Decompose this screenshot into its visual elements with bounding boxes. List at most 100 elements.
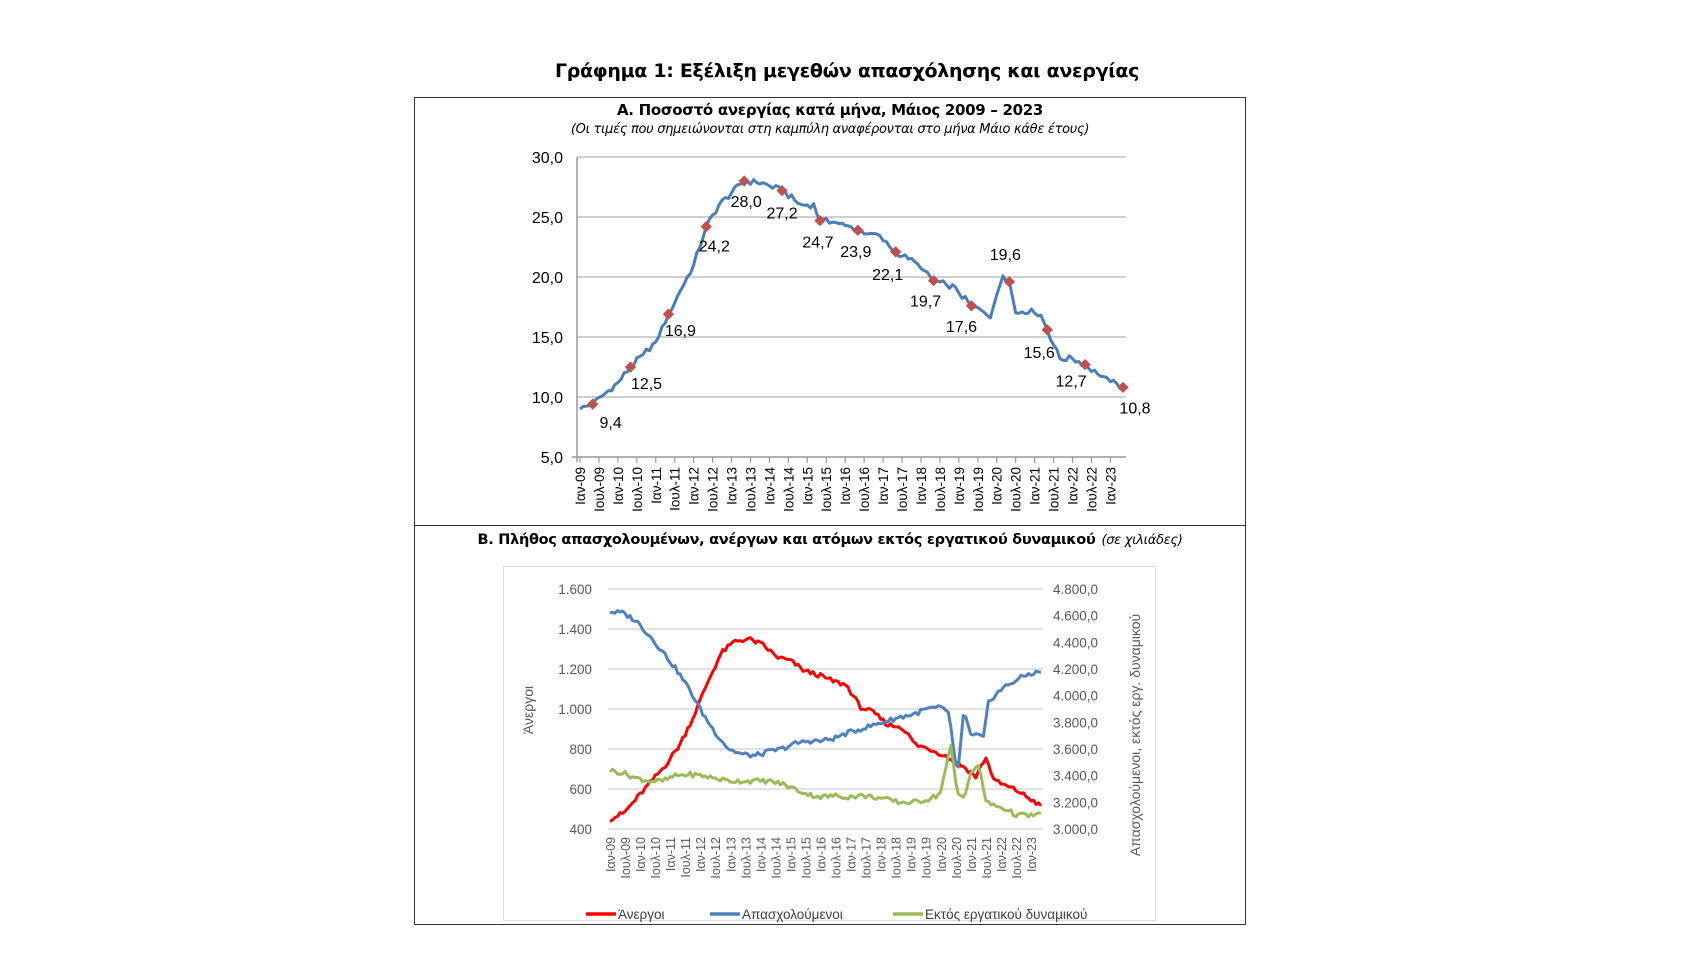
y-tick-label: 15,0 — [532, 330, 563, 347]
data-label: 24,2 — [699, 239, 730, 256]
x-tick-label: Ιουλ-12 — [709, 837, 723, 879]
page-title: Γράφημα 1: Εξέλιξη μεγεθών απασχόλησης κ… — [554, 60, 1140, 82]
data-label: 27,2 — [766, 206, 797, 223]
series-line-2 — [608, 744, 1042, 819]
chart-frame — [414, 97, 1246, 925]
y-tick-label: 1.400 — [558, 622, 592, 637]
data-marker — [965, 300, 978, 312]
x-tick-label: Ιαν-17 — [845, 837, 859, 872]
x-tick-label: Ιαν-23 — [1025, 837, 1039, 872]
x-tick-label: Ιαν-21 — [965, 837, 979, 872]
x-tick-label: Ιουλ-13 — [739, 837, 753, 879]
x-tick-label: Ιουλ-22 — [1010, 837, 1024, 879]
x-tick-label: Ιουλ-11 — [668, 467, 683, 511]
chart-a-subtitle: (Οι τιμές που σημειώνονται στη καμπύλη α… — [570, 122, 1090, 137]
data-marker — [1079, 358, 1091, 371]
x-tick-label: Ιαν-18 — [914, 467, 929, 505]
x-tick-label: Ιουλ-09 — [619, 837, 633, 879]
data-label: 28,0 — [731, 194, 762, 211]
data-marker — [624, 361, 637, 373]
x-tick-label: Ιαν-13 — [725, 467, 740, 505]
chart-b-box — [503, 566, 1156, 921]
x-tick-label: Ιουλ-19 — [920, 837, 934, 879]
x-tick-label: Ιαν-17 — [876, 467, 891, 505]
x-tick-label: Ιαν-13 — [724, 837, 738, 872]
data-label: 12,5 — [631, 376, 662, 393]
data-label: 15,6 — [1024, 345, 1055, 362]
data-marker — [890, 246, 902, 258]
data-marker — [586, 398, 599, 410]
y-tick-label: 5,0 — [541, 450, 563, 467]
x-tick-label: Ιαν-22 — [995, 837, 1009, 872]
y-tick-label: 1.200 — [558, 662, 592, 677]
x-tick-label: Ιουλ-22 — [1084, 467, 1099, 512]
y2-tick-label: 3.200,0 — [1053, 795, 1098, 810]
x-tick-label: Ιαν-10 — [634, 837, 648, 872]
x-tick-label: Ιουλ-19 — [971, 467, 986, 512]
chart-b-title: Β. Πλήθος απασχολουμένων, ανέργων και ατ… — [477, 532, 1096, 548]
x-tick-label: Ιουλ-17 — [895, 467, 910, 512]
data-label: 12,7 — [1056, 374, 1087, 391]
data-marker — [927, 274, 940, 287]
y2-tick-label: 3.000,0 — [1053, 822, 1098, 837]
y-axis-title: Άνεργοι — [520, 686, 536, 734]
data-label: 17,6 — [946, 319, 977, 336]
chart-a-title: Α. Ποσοστό ανεργίας κατά μήνα, Μάιος 200… — [616, 101, 1043, 119]
x-tick-label: Ιουλ-14 — [781, 467, 796, 512]
panel-divider — [414, 525, 1246, 526]
x-tick-label: Ιουλ-15 — [819, 467, 834, 512]
x-tick-label: Ιουλ-10 — [630, 467, 645, 512]
x-tick-label: Ιαν-23 — [1103, 467, 1118, 505]
data-marker — [814, 214, 826, 227]
x-tick-label: Ιαν-12 — [694, 837, 708, 872]
y-tick-label: 400 — [569, 822, 592, 837]
x-tick-label: Ιουλ-14 — [769, 837, 783, 879]
y2-tick-label: 3.600,0 — [1053, 742, 1098, 757]
x-tick-label: Ιουλ-16 — [830, 837, 844, 879]
data-marker — [852, 224, 864, 236]
x-tick-label: Ιουλ-20 — [950, 837, 964, 879]
y-tick-label: 1.600 — [558, 582, 592, 597]
chart-b-units: (σε χιλιάδες) — [1101, 533, 1183, 548]
x-tick-label: Ιαν-19 — [905, 837, 919, 872]
x-tick-label: Ιαν-21 — [1028, 467, 1043, 505]
y2-tick-label: 4.400,0 — [1053, 635, 1098, 650]
x-tick-label: Ιουλ-21 — [980, 837, 994, 879]
x-tick-label: Ιαν-11 — [664, 837, 678, 871]
y2-tick-label: 4.000,0 — [1053, 689, 1098, 704]
x-tick-label: Ιουλ-18 — [933, 467, 948, 512]
x-tick-label: Ιαν-18 — [875, 837, 889, 872]
x-tick-label: Ιαν-11 — [649, 467, 664, 504]
x-tick-label: Ιαν-15 — [784, 837, 798, 872]
data-marker — [1117, 381, 1129, 394]
x-tick-label: Ιουλ-12 — [706, 467, 721, 512]
y-tick-label: 10,0 — [532, 390, 563, 407]
x-tick-label: Ιαν-22 — [1065, 467, 1080, 505]
data-label: 22,1 — [872, 267, 903, 284]
y2-tick-label: 4.800,0 — [1053, 582, 1098, 597]
y-tick-label: 600 — [569, 782, 592, 797]
x-tick-label: Ιαν-10 — [611, 467, 626, 505]
x-tick-label: Ιουλ-13 — [743, 467, 758, 512]
series-line-1 — [609, 609, 1042, 769]
x-tick-label: Ιαν-19 — [952, 467, 967, 505]
data-label: 19,6 — [990, 247, 1021, 264]
y2-tick-label: 4.200,0 — [1053, 662, 1098, 677]
y-tick-label: 800 — [569, 742, 592, 757]
chart-b-title-wrap: Β. Πλήθος απασχολουμένων, ανέργων και ατ… — [414, 532, 1246, 548]
x-tick-label: Ιαν-09 — [604, 837, 618, 872]
data-label: 19,7 — [910, 294, 941, 311]
data-marker — [776, 184, 788, 197]
data-label: 9,4 — [600, 415, 622, 432]
data-label: 24,7 — [802, 235, 833, 252]
x-tick-label: Ιουλ-21 — [1047, 467, 1062, 512]
series-line-0 — [609, 636, 1043, 823]
x-tick-label: Ιουλ-11 — [679, 837, 693, 878]
data-marker — [1041, 324, 1053, 336]
data-label: 23,9 — [840, 244, 871, 261]
x-tick-label: Ιουλ-09 — [592, 467, 607, 512]
x-tick-label: Ιαν-20 — [935, 837, 949, 872]
y2-tick-label: 4.600,0 — [1053, 609, 1098, 624]
